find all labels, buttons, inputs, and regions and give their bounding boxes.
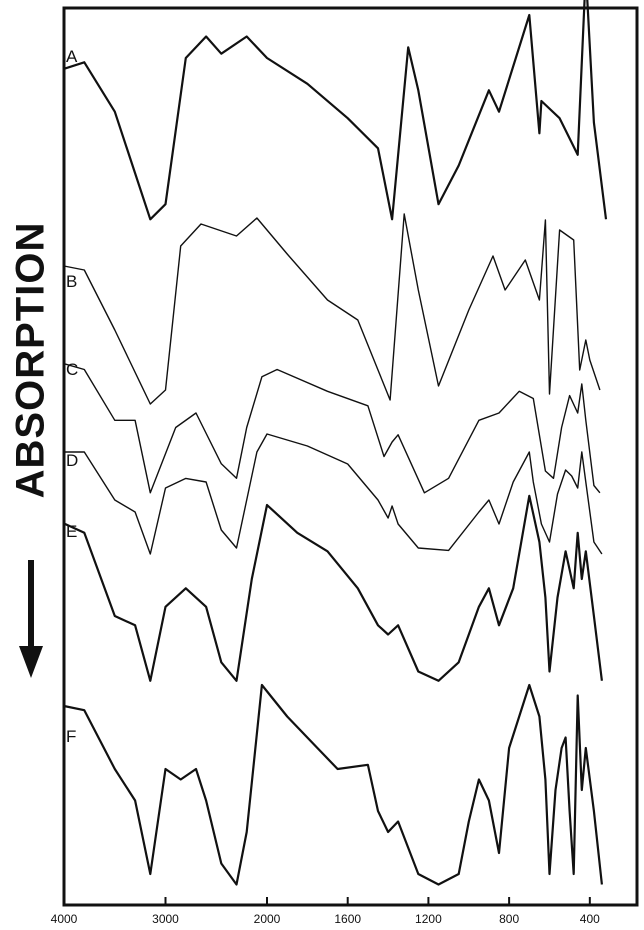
- series-label-f: F: [66, 727, 76, 746]
- x-tick-label: 1600: [334, 912, 361, 926]
- series-label-b: B: [66, 272, 77, 291]
- series-label-e: E: [66, 522, 77, 541]
- x-tick-label: 800: [499, 912, 519, 926]
- plot-frame: [62, 6, 639, 907]
- series-label-a: A: [66, 47, 78, 66]
- series-line-c: [63, 363, 601, 494]
- x-tick-label: 3000: [152, 912, 179, 926]
- series-line-b: [63, 213, 601, 405]
- x-tick-label: 4000: [51, 912, 78, 926]
- down-arrow-icon: [19, 560, 43, 678]
- series-line-d: [64, 433, 603, 555]
- series-line-e: [63, 494, 603, 682]
- x-tick-label: 400: [580, 912, 600, 926]
- series-line-a: [63, 0, 608, 221]
- x-tick-label: 2000: [254, 912, 281, 926]
- series-label-c: C: [66, 360, 78, 379]
- series-line-f: [63, 683, 603, 886]
- x-tick-label: 1200: [415, 912, 442, 926]
- series-label-d: D: [66, 451, 78, 470]
